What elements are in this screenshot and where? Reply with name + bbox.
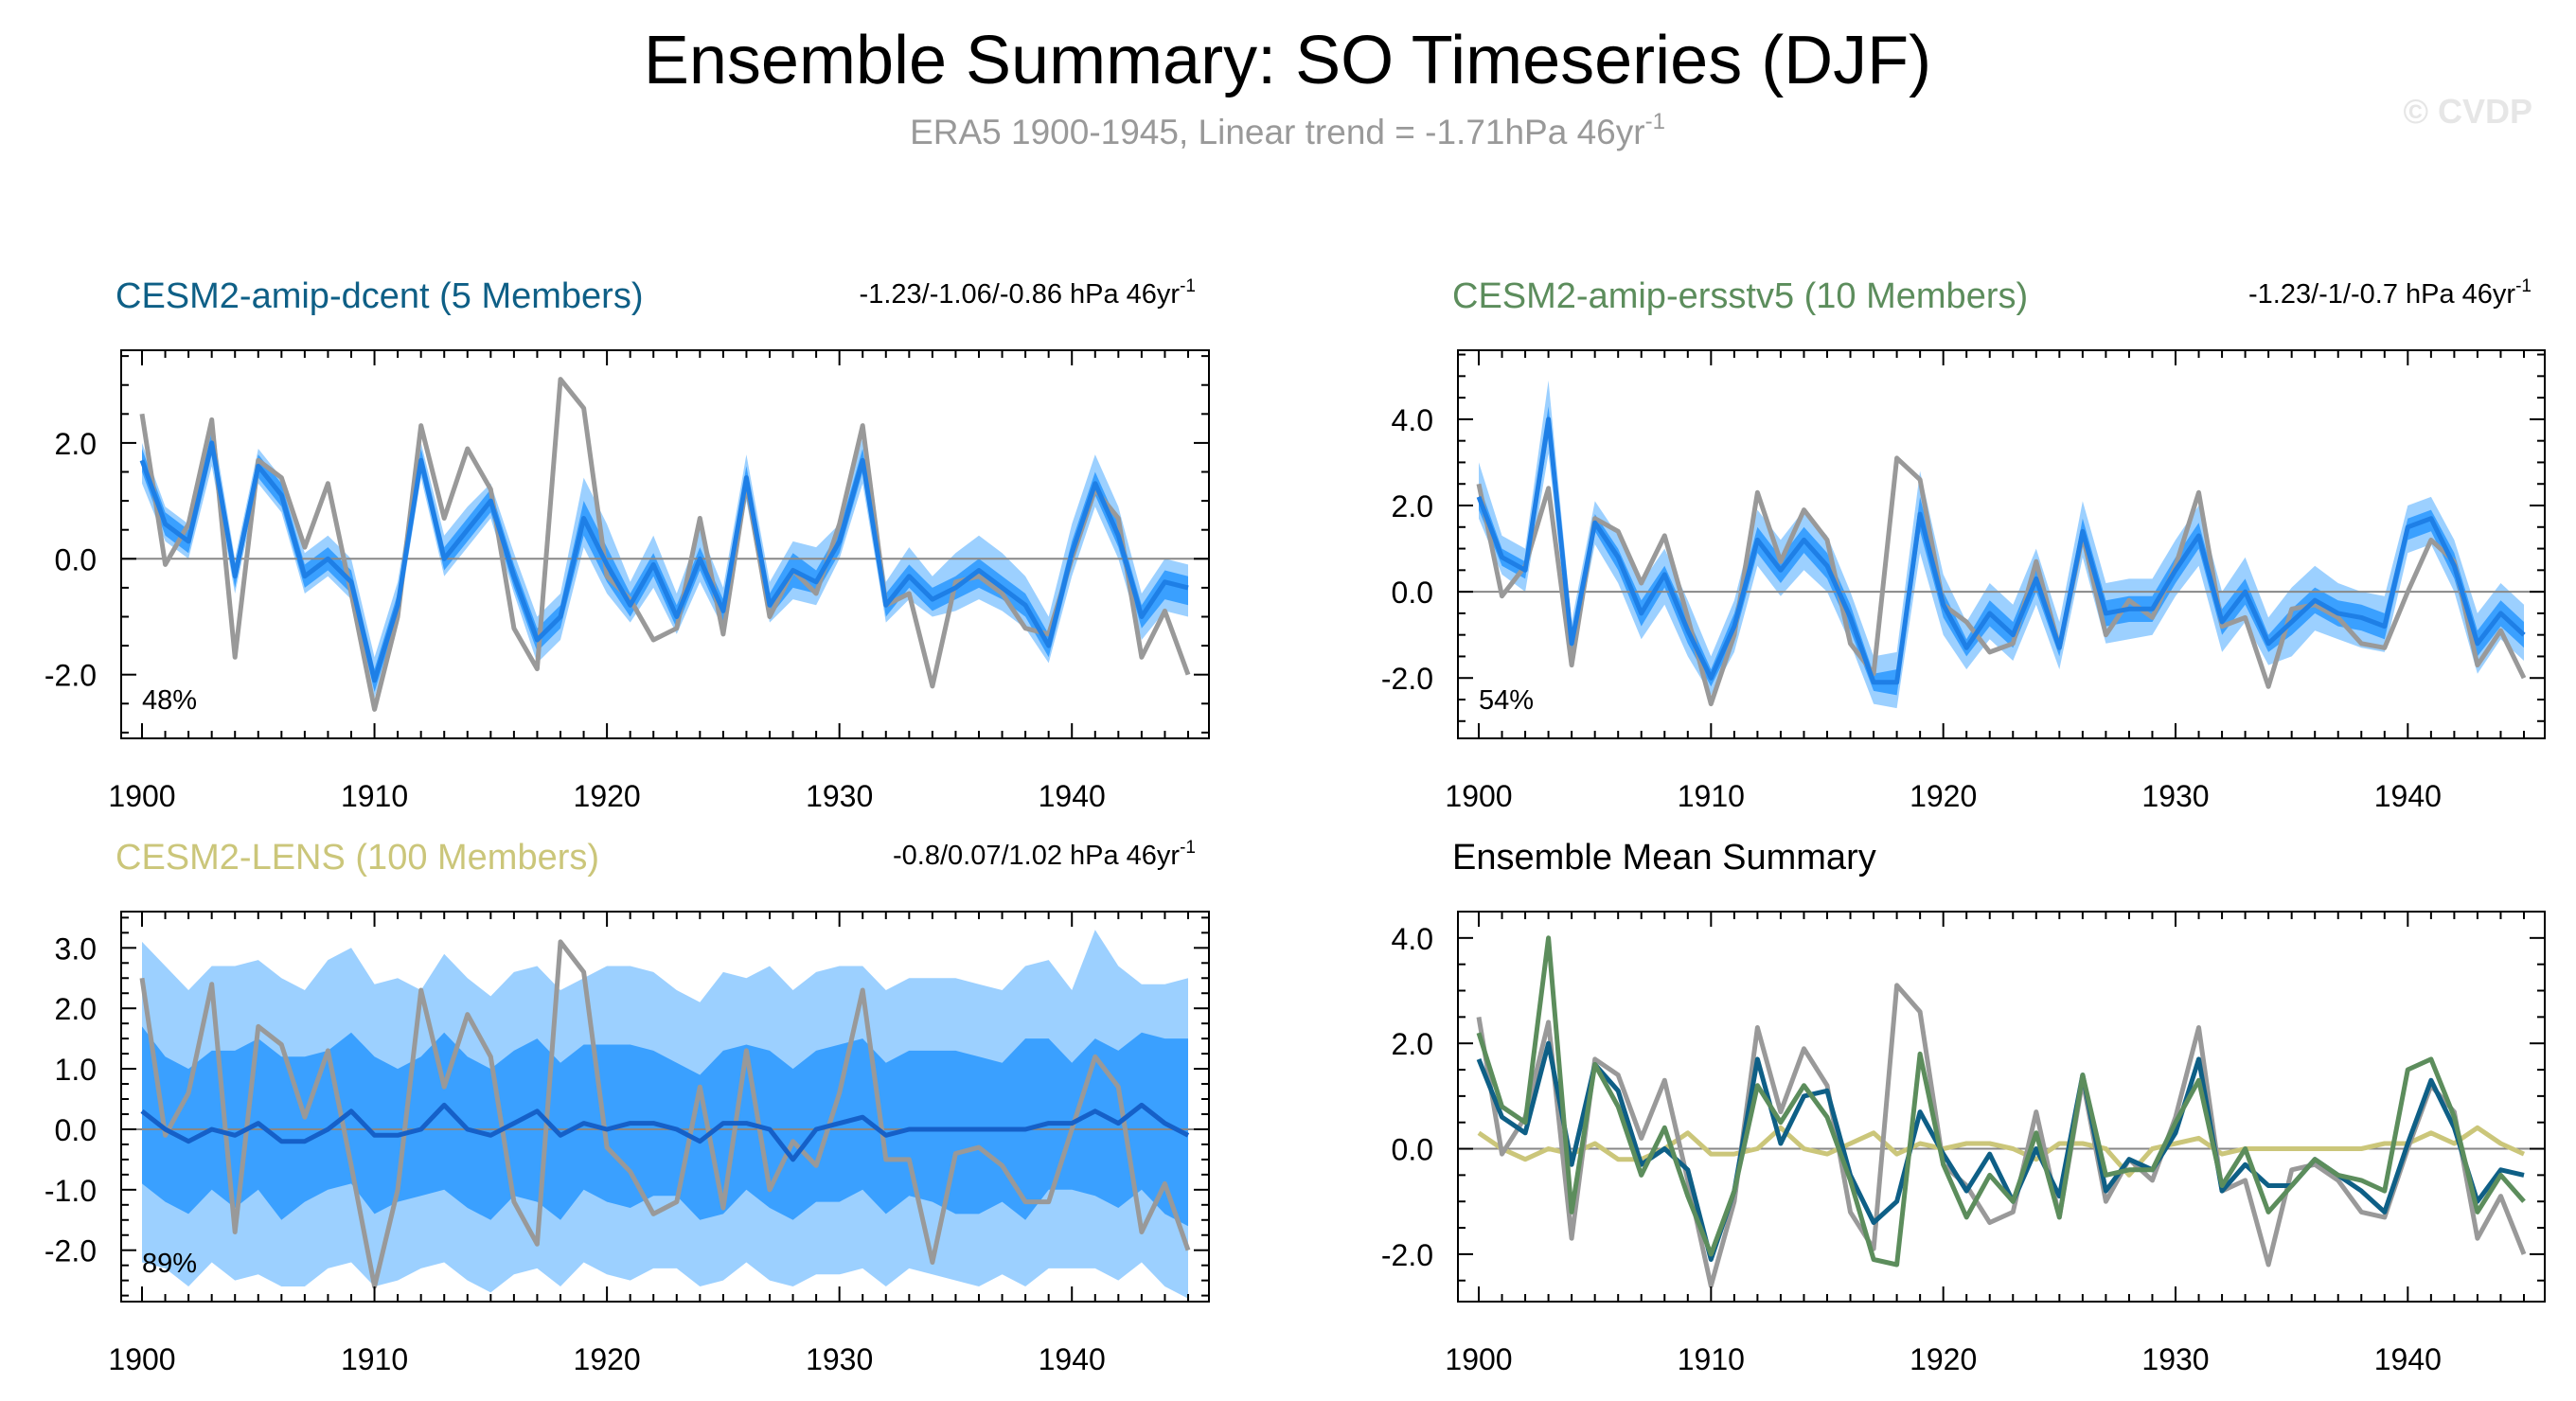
panel-title: CESM2-amip-dcent (5 Members) — [115, 276, 643, 316]
y-tick-label: -2.0 — [44, 1234, 97, 1268]
y-tick-label: 1.0 — [55, 1053, 97, 1087]
trend-label: -1.23/-1/-0.7 hPa 46yr-1 — [2248, 276, 2532, 310]
watermark: © CVDP — [2403, 92, 2532, 131]
y-tick-label: -2.0 — [44, 659, 97, 693]
obs-line — [1476, 455, 2527, 707]
x-tick-label: 1900 — [1445, 779, 1512, 813]
obs-line — [1476, 983, 2527, 1288]
x-tick-label: 1900 — [1445, 1342, 1512, 1376]
y-tick-label: -1.0 — [44, 1174, 97, 1208]
x-tick-label: 1920 — [574, 779, 641, 813]
main-subtitle-text: ERA5 1900-1945, Linear trend = -1.71hPa … — [910, 113, 1645, 151]
panel-title: CESM2-amip-ersstv5 (10 Members) — [1452, 276, 2028, 316]
y-tick-label: 0.0 — [1392, 576, 1433, 610]
percent-label: 48% — [142, 685, 197, 716]
plot-area — [1458, 912, 2545, 1302]
y-tick-label: 0.0 — [55, 1113, 97, 1147]
percent-label: 54% — [1479, 685, 1534, 716]
trend-label-sup: -1 — [1180, 276, 1196, 296]
x-tick-label: 1910 — [341, 779, 408, 813]
x-tick-label: 1940 — [2374, 779, 2442, 813]
trend-label: -0.8/0.07/1.02 hPa 46yr-1 — [893, 838, 1196, 871]
y-tick-label: 3.0 — [55, 931, 97, 966]
x-tick-label: 1910 — [1678, 1342, 1745, 1376]
ensemble-mean-line — [1476, 417, 2526, 685]
plot-frame — [1457, 911, 2546, 1303]
trend-label: -1.23/-1.06/-0.86 hPa 46yr-1 — [860, 276, 1196, 310]
trend-label-sup: -1 — [2515, 276, 2532, 296]
panel-top-left: 1900 1910 1920 1930 1940 -2.0 0.0 2.0 CESM2-amip… — [44, 276, 1210, 813]
plot-frame — [1457, 349, 2546, 739]
x-tick-label: 1920 — [1910, 779, 1977, 813]
plot-frame — [120, 911, 1210, 1303]
spread-inner-band — [1479, 406, 2524, 696]
x-tick-label: 1930 — [806, 779, 873, 813]
y-tick-label: 2.0 — [1392, 489, 1433, 523]
panel-bottom-right: 1900 1910 1920 1930 1940 -2.0 0.0 2.0 4.0 Ensembl… — [1381, 838, 2546, 1376]
y-tick-label: 4.0 — [1392, 403, 1433, 437]
trend-label-text: -1.23/-1/-0.7 hPa 46yr — [2248, 279, 2515, 310]
y-tick-label: -2.0 — [1381, 1238, 1433, 1272]
x-tick-label: 1900 — [108, 779, 175, 813]
ensemble-mean-line — [139, 440, 1189, 683]
x-tick-label: 1920 — [1910, 1342, 1977, 1376]
trend-label-text: -1.23/-1.06/-0.86 hPa 46yr — [860, 279, 1181, 310]
plot-frame — [120, 349, 1210, 739]
obs-line — [139, 939, 1191, 1289]
y-tick-label: 2.0 — [55, 992, 97, 1026]
trend-label-text: -0.8/0.07/1.02 hPa 46yr — [893, 841, 1180, 871]
y-tick-label: 0.0 — [55, 542, 97, 576]
plot-area — [121, 350, 1209, 738]
x-tick-label: 1910 — [1678, 779, 1745, 813]
ensemble-mean-line — [140, 1102, 1190, 1162]
x-tick-label: 1900 — [108, 1342, 175, 1376]
main-subtitle-sup: -1 — [1645, 109, 1665, 134]
main-title: Ensemble Summary: SO Timeseries (DJF) — [644, 23, 1931, 98]
x-tick-label: 1930 — [2141, 1342, 2209, 1376]
y-tick-label: 2.0 — [55, 427, 97, 461]
ersstv5-mean-line — [1476, 935, 2526, 1268]
x-tick-label: 1910 — [341, 1342, 408, 1376]
y-tick-label: 4.0 — [1392, 922, 1433, 956]
panel-title: Ensemble Mean Summary — [1452, 838, 1876, 878]
y-tick-label: 2.0 — [1392, 1027, 1433, 1061]
y-tick-label: 0.0 — [1392, 1133, 1433, 1167]
x-tick-label: 1920 — [574, 1342, 641, 1376]
trend-label-sup: -1 — [1180, 838, 1196, 858]
plot-area — [1458, 350, 2545, 738]
x-tick-label: 1940 — [1039, 779, 1106, 813]
panel-bottom-left: 1900 1910 1920 1930 1940 -2.0 -1.0 0.0 1.0 2.0 3.0… — [44, 838, 1210, 1376]
x-tick-label: 1930 — [806, 1342, 873, 1376]
x-tick-label: 1930 — [2141, 779, 2209, 813]
panel-top-right: 1900 1910 1920 1930 1940 -2.0 0.0 2.0 4.0 CESM2-a… — [1381, 276, 2546, 813]
main-subtitle: ERA5 1900-1945, Linear trend = -1.71hPa … — [910, 109, 1665, 151]
panel-title: CESM2-LENS (100 Members) — [115, 838, 599, 878]
y-tick-label: -2.0 — [1381, 662, 1433, 696]
x-tick-label: 1940 — [1039, 1342, 1106, 1376]
spread-inner-band — [142, 431, 1188, 692]
percent-label: 89% — [142, 1249, 197, 1279]
obs-line — [139, 377, 1191, 712]
x-tick-label: 1940 — [2374, 1342, 2442, 1376]
